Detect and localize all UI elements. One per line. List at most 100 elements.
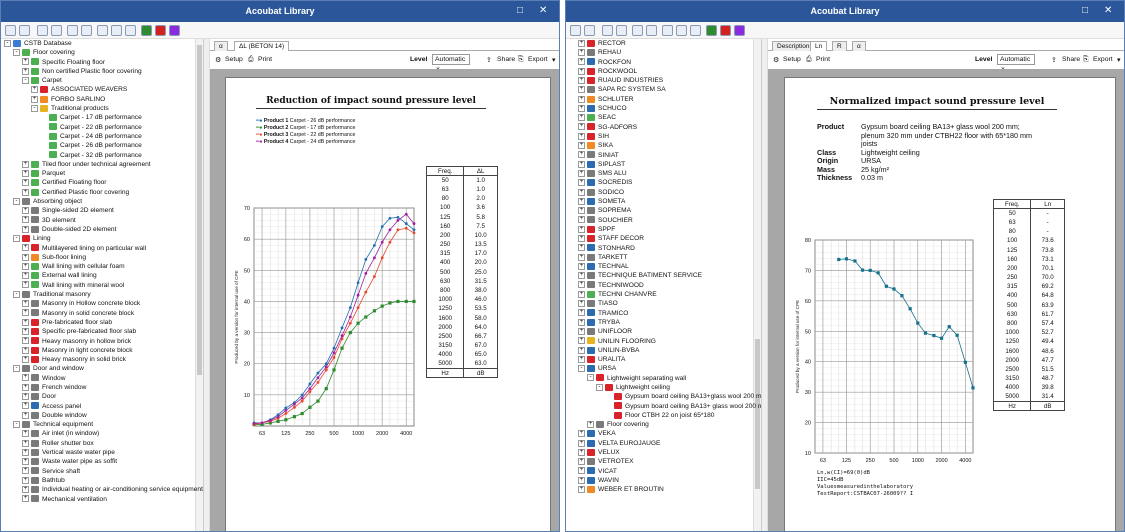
tree-item[interactable]: + Wall lining with cellular foam (1, 262, 203, 271)
expand-icon[interactable]: + (578, 234, 585, 242)
collapse-tree-icon[interactable] (19, 25, 30, 36)
tree-item[interactable]: + FORBO SARLINO (1, 95, 203, 104)
expand-icon[interactable]: + (578, 160, 585, 168)
add-red-icon[interactable] (720, 25, 731, 36)
expand-icon[interactable]: + (578, 346, 585, 354)
level-select[interactable]: Automatic ⌄ (432, 54, 470, 71)
expand-icon[interactable]: + (22, 225, 29, 233)
tree-item[interactable]: + VELTA EUROJAUGE (566, 439, 761, 448)
close-icon[interactable]: ✕ (539, 5, 548, 16)
tree-item[interactable]: + Certified Floating floor (1, 178, 203, 187)
tree-item[interactable]: Carpet - 32 dB performance (1, 151, 203, 160)
tree-item[interactable]: Gypsum board ceiling BA13+ glass wool 20… (566, 402, 761, 411)
export-icon[interactable]: ⎘ (518, 56, 524, 63)
tree-item[interactable]: +3D element (1, 216, 203, 225)
search-icon[interactable] (602, 25, 613, 36)
setup-button[interactable]: Setup (783, 56, 801, 63)
add-purple-icon[interactable] (734, 25, 745, 36)
expand-icon[interactable]: + (22, 244, 29, 252)
tree-item[interactable]: + Heavy masonry in solid brick (1, 355, 203, 364)
tree-item[interactable]: + STONHARD (566, 244, 761, 253)
splitter[interactable] (204, 39, 210, 531)
printer-icon[interactable]: ⎙ (248, 56, 254, 63)
tree-item[interactable]: + SINIAT (566, 151, 761, 160)
expand-icon[interactable]: + (587, 420, 594, 428)
expand-icon[interactable]: + (22, 318, 29, 326)
tree-item[interactable]: + Double window (1, 411, 203, 420)
gear-icon[interactable]: ⚙ (215, 57, 222, 64)
expand-icon[interactable]: + (22, 67, 29, 75)
new-icon[interactable] (662, 25, 673, 36)
expand-icon[interactable]: + (578, 439, 585, 447)
expand-icon[interactable]: + (578, 67, 585, 75)
tree-item[interactable]: + SIPLAST (566, 160, 761, 169)
expand-icon[interactable]: + (578, 114, 585, 122)
tree-item[interactable]: + Access panel (1, 402, 203, 411)
tree-item[interactable]: - URSA (566, 364, 761, 373)
tree-item[interactable]: + SOUCHIER (566, 216, 761, 225)
tree-item[interactable]: + STAFF DECOR (566, 234, 761, 243)
tree-item[interactable]: + SCHLUTER (566, 95, 761, 104)
collapse-icon[interactable]: - (31, 104, 38, 112)
expand-icon[interactable]: + (22, 411, 29, 419)
tree-item[interactable]: + Multilayered lining on particular wall (1, 244, 203, 253)
share-icon[interactable]: ⇪ (1051, 57, 1057, 64)
expand-icon[interactable]: + (22, 402, 29, 410)
globe-icon[interactable] (646, 25, 657, 36)
tree-item[interactable]: - Lightweight ceiling (566, 383, 761, 392)
add-green-icon[interactable] (141, 25, 152, 36)
delete-icon[interactable] (125, 25, 136, 36)
collapse-icon[interactable]: - (587, 374, 594, 382)
tree-item[interactable]: + Door (1, 392, 203, 401)
expand-icon[interactable]: + (578, 244, 585, 252)
library-tree[interactable]: - CSTB Database - Floor covering + Specific F… (1, 39, 204, 531)
expand-icon[interactable]: + (22, 188, 29, 196)
expand-icon[interactable]: + (22, 346, 29, 354)
collapse-icon[interactable]: - (4, 39, 11, 47)
add-purple-icon[interactable] (169, 25, 180, 36)
tree-item[interactable]: + VEKA (566, 429, 761, 438)
tree-item[interactable]: + SG-ADFORS (566, 123, 761, 132)
expand-icon[interactable]: + (578, 151, 585, 159)
tree-item[interactable]: + REHAU (566, 48, 761, 57)
share-button[interactable]: Share (1062, 56, 1081, 63)
tree-item[interactable]: + Certified Plastic floor covering (1, 188, 203, 197)
expand-icon[interactable]: + (578, 281, 585, 289)
tab-description[interactable]: Description (772, 41, 815, 51)
expand-icon[interactable]: + (578, 86, 585, 94)
tree-item[interactable]: + SODICO (566, 188, 761, 197)
tree-item[interactable]: + Sub-floor lining (1, 253, 203, 262)
print-button[interactable]: Print (816, 56, 830, 63)
expand-icon[interactable]: + (22, 272, 29, 280)
splitter[interactable] (762, 39, 768, 531)
tree-item[interactable]: + SPPF (566, 225, 761, 234)
tree-item[interactable]: + UNILIN-BVBA (566, 346, 761, 355)
expand-icon[interactable]: + (31, 86, 38, 94)
tree-scrollbar[interactable] (195, 39, 203, 531)
tree-item[interactable]: - Floor covering (1, 48, 203, 57)
expand-icon[interactable]: + (22, 355, 29, 363)
tree-item[interactable]: + Parquet (1, 169, 203, 178)
tree-item[interactable]: + Masonry in solid concrete block (1, 309, 203, 318)
expand-icon[interactable]: + (22, 439, 29, 447)
expand-icon[interactable]: + (578, 430, 585, 438)
expand-icon[interactable]: + (22, 337, 29, 345)
expand-icon[interactable]: + (578, 49, 585, 57)
expand-icon[interactable]: + (578, 104, 585, 112)
add-red-icon[interactable] (155, 25, 166, 36)
expand-icon[interactable]: + (22, 169, 29, 177)
tree-item[interactable]: - Traditional products (1, 104, 203, 113)
tree-item[interactable]: + ASSOCIATED WEAVERS (1, 85, 203, 94)
expand-icon[interactable]: + (578, 132, 585, 140)
expand-icon[interactable]: + (578, 216, 585, 224)
tree-item[interactable]: - Lining (1, 234, 203, 243)
tree-item[interactable]: + Double-sided 2D element (1, 225, 203, 234)
expand-tree-icon[interactable] (570, 25, 581, 36)
tree-item[interactable]: + SOMETA (566, 197, 761, 206)
expand-icon[interactable]: + (578, 76, 585, 84)
database-icon[interactable] (67, 25, 78, 36)
tree-item[interactable]: + RUAUD INDUSTRIES (566, 76, 761, 85)
collapse-icon[interactable]: - (596, 383, 603, 391)
tree-item[interactable]: + RECTOR (566, 39, 761, 48)
expand-icon[interactable]: + (578, 207, 585, 215)
